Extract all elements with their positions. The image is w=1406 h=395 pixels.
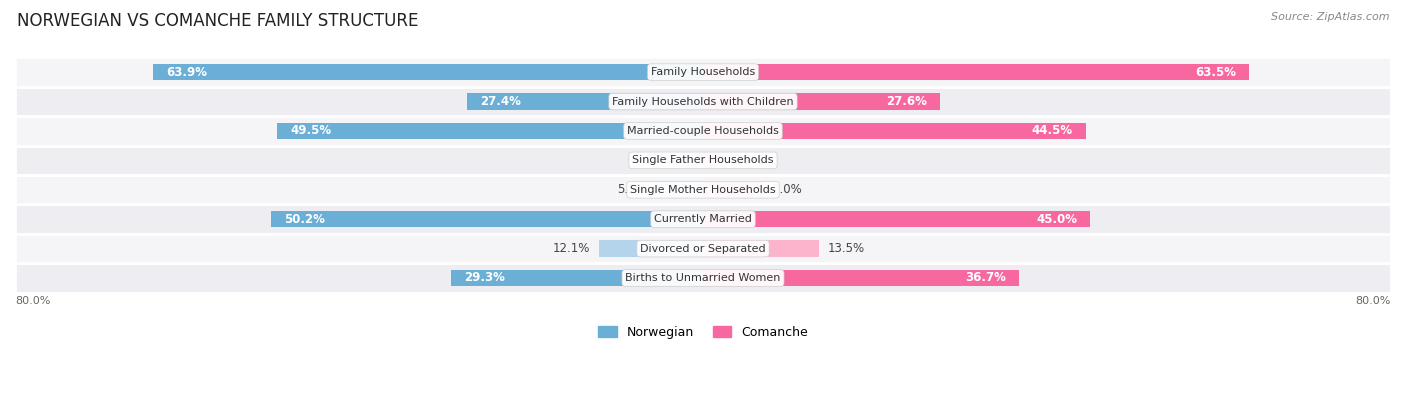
Text: 5.5%: 5.5% [617, 183, 647, 196]
Text: 50.2%: 50.2% [284, 213, 325, 226]
Bar [703, 152, 724, 168]
Text: 80.0%: 80.0% [15, 296, 51, 306]
Text: Family Households with Children: Family Households with Children [612, 96, 794, 107]
Bar [15, 116, 1391, 146]
Text: 45.0%: 45.0% [1036, 213, 1077, 226]
Bar [15, 205, 1391, 234]
Text: 27.6%: 27.6% [887, 95, 928, 108]
Bar [703, 241, 820, 257]
Text: Births to Unmarried Women: Births to Unmarried Women [626, 273, 780, 283]
Bar [15, 57, 1391, 87]
Text: 7.0%: 7.0% [772, 183, 801, 196]
Text: Single Mother Households: Single Mother Households [630, 185, 776, 195]
Text: 29.3%: 29.3% [464, 271, 505, 284]
Text: 27.4%: 27.4% [481, 95, 522, 108]
Bar [467, 94, 703, 110]
Text: 13.5%: 13.5% [828, 242, 865, 255]
Bar [599, 241, 703, 257]
Bar [703, 94, 941, 110]
Bar [15, 175, 1391, 205]
Text: Divorced or Separated: Divorced or Separated [640, 244, 766, 254]
Text: 63.9%: 63.9% [166, 66, 207, 79]
Bar [703, 270, 1018, 286]
Bar [451, 270, 703, 286]
Bar [655, 182, 703, 198]
Text: 49.5%: 49.5% [290, 124, 332, 137]
Legend: Norwegian, Comanche: Norwegian, Comanche [595, 322, 811, 342]
Bar [15, 263, 1391, 293]
Text: Currently Married: Currently Married [654, 214, 752, 224]
Bar [703, 123, 1085, 139]
Bar [277, 123, 703, 139]
Bar [15, 87, 1391, 116]
Text: Family Households: Family Households [651, 67, 755, 77]
Bar [703, 182, 763, 198]
Bar [15, 234, 1391, 263]
Bar [153, 64, 703, 80]
Text: Source: ZipAtlas.com: Source: ZipAtlas.com [1271, 12, 1389, 22]
Text: Married-couple Households: Married-couple Households [627, 126, 779, 136]
Bar [703, 64, 1249, 80]
Text: Single Father Households: Single Father Households [633, 155, 773, 166]
Text: NORWEGIAN VS COMANCHE FAMILY STRUCTURE: NORWEGIAN VS COMANCHE FAMILY STRUCTURE [17, 12, 418, 30]
Bar [15, 146, 1391, 175]
Bar [271, 211, 703, 227]
Text: 2.4%: 2.4% [644, 154, 673, 167]
Bar [703, 211, 1090, 227]
Text: 44.5%: 44.5% [1032, 124, 1073, 137]
Text: 63.5%: 63.5% [1195, 66, 1236, 79]
Text: 12.1%: 12.1% [553, 242, 591, 255]
Text: 2.5%: 2.5% [733, 154, 763, 167]
Text: 36.7%: 36.7% [965, 271, 1005, 284]
Bar [682, 152, 703, 168]
Text: 80.0%: 80.0% [1355, 296, 1391, 306]
